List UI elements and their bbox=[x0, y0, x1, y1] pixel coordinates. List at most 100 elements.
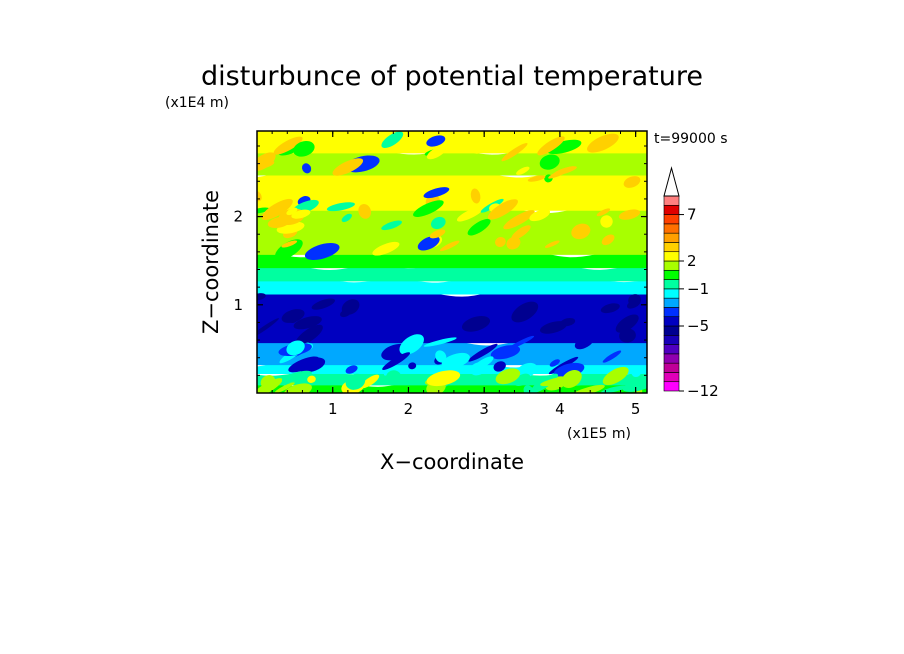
y-axis-label: Z−coordinate bbox=[199, 190, 223, 334]
contour-feature bbox=[540, 376, 575, 387]
chart-title: disturbunce of potential temperature bbox=[201, 61, 703, 92]
contour-feature bbox=[435, 350, 447, 363]
contour-feature bbox=[571, 223, 591, 240]
contour-feature bbox=[260, 375, 276, 389]
contour-feature bbox=[539, 154, 560, 170]
contour-feature bbox=[493, 361, 506, 372]
contour-feature bbox=[602, 350, 622, 363]
contour-feature bbox=[516, 362, 538, 379]
contour-feature bbox=[546, 139, 582, 155]
contour-feature bbox=[468, 343, 498, 362]
contour-feature bbox=[429, 229, 446, 239]
contour-feature bbox=[548, 166, 575, 179]
contour-feature bbox=[631, 367, 642, 378]
colorbar-segment bbox=[663, 204, 680, 215]
x-tick-label: 4 bbox=[555, 400, 565, 418]
colorbar-segment bbox=[663, 381, 680, 392]
contour-feature bbox=[501, 143, 528, 162]
contour-layer bbox=[257, 202, 647, 255]
contour-feature bbox=[549, 359, 560, 367]
contour-feature bbox=[456, 206, 484, 222]
contour-feature bbox=[516, 166, 530, 175]
colorbar-segment bbox=[663, 232, 680, 243]
contour-feature bbox=[430, 216, 446, 230]
contour-feature bbox=[426, 145, 447, 160]
contour-feature bbox=[426, 370, 461, 387]
colorbar-segment bbox=[663, 316, 680, 327]
contour-feature bbox=[523, 385, 534, 393]
contour-feature bbox=[295, 324, 323, 346]
contour-feature bbox=[257, 207, 270, 214]
colorbar-segment bbox=[663, 307, 680, 318]
contour-feature bbox=[274, 382, 295, 393]
colorbar-segment bbox=[663, 297, 680, 308]
contour-feature bbox=[571, 384, 605, 393]
contour-feature bbox=[341, 213, 352, 223]
contour-feature bbox=[358, 204, 372, 219]
contour-feature bbox=[298, 357, 326, 373]
contour-feature bbox=[623, 176, 641, 188]
contour-feature bbox=[587, 133, 619, 153]
contour-feature bbox=[332, 158, 364, 176]
colorbar-segment bbox=[663, 279, 680, 290]
contour-feature bbox=[628, 294, 641, 307]
time-label: t=99000 s bbox=[654, 131, 728, 147]
colorbar-segment bbox=[663, 288, 680, 299]
contour-feature bbox=[273, 136, 303, 155]
contour-feature bbox=[544, 240, 560, 248]
contour-feature bbox=[601, 234, 615, 246]
contour-feature bbox=[339, 309, 351, 318]
contour-feature bbox=[441, 352, 470, 369]
colorbar-segment bbox=[663, 353, 680, 364]
contour-feature bbox=[431, 373, 442, 380]
contour-features bbox=[257, 131, 647, 393]
contour-feature bbox=[345, 373, 366, 390]
contour-feature bbox=[257, 293, 266, 301]
colorbar-tick-label: −12 bbox=[687, 382, 719, 400]
contour-feature bbox=[261, 198, 293, 221]
contour-feature bbox=[470, 362, 486, 376]
contour-feature bbox=[417, 235, 440, 251]
contour-feature bbox=[527, 175, 546, 182]
contour-feature bbox=[399, 334, 424, 355]
x-axis-label: X−coordinate bbox=[380, 450, 524, 474]
contour-feature bbox=[381, 131, 404, 149]
contour-feature bbox=[602, 366, 629, 386]
contour-feature bbox=[408, 362, 417, 370]
contour-feature bbox=[382, 352, 411, 370]
colorbar-segment bbox=[663, 251, 680, 262]
contour-feature bbox=[470, 188, 481, 204]
plot-frame bbox=[256, 130, 648, 394]
colorbar-tick-label: −5 bbox=[687, 317, 709, 335]
colorbar-segment bbox=[663, 223, 680, 234]
colorbar-tick-label: 2 bbox=[687, 252, 697, 270]
contour-feature bbox=[423, 337, 457, 347]
colorbar-tick-label: 7 bbox=[687, 206, 697, 224]
contour-feature bbox=[461, 316, 491, 332]
contour-feature bbox=[345, 365, 358, 374]
contour-feature bbox=[293, 316, 322, 330]
contour-feature bbox=[423, 187, 450, 199]
colorbar-segment bbox=[663, 372, 680, 383]
contour-feature bbox=[311, 298, 335, 310]
contour-feature bbox=[615, 314, 639, 333]
contour-feature bbox=[372, 241, 400, 256]
contour-feature bbox=[307, 375, 316, 383]
contour-feature bbox=[618, 209, 641, 220]
contour-feature bbox=[281, 370, 312, 383]
contour-feature bbox=[275, 239, 303, 260]
contour-feature bbox=[283, 383, 312, 393]
contour-feature bbox=[529, 209, 551, 222]
contour-feature bbox=[622, 188, 641, 198]
y-unit-label: (x1E4 m) bbox=[165, 95, 229, 111]
colorbar-segment bbox=[663, 344, 680, 355]
colorbar-segment bbox=[663, 269, 680, 280]
contour-feature bbox=[494, 236, 506, 248]
x-tick-label: 1 bbox=[328, 400, 338, 418]
contour-feature bbox=[385, 370, 402, 385]
contour-feature bbox=[304, 243, 340, 260]
contour-feature bbox=[281, 240, 298, 248]
contour-feature bbox=[413, 200, 444, 217]
contour-feature bbox=[471, 140, 487, 154]
contour-feature bbox=[426, 135, 446, 147]
